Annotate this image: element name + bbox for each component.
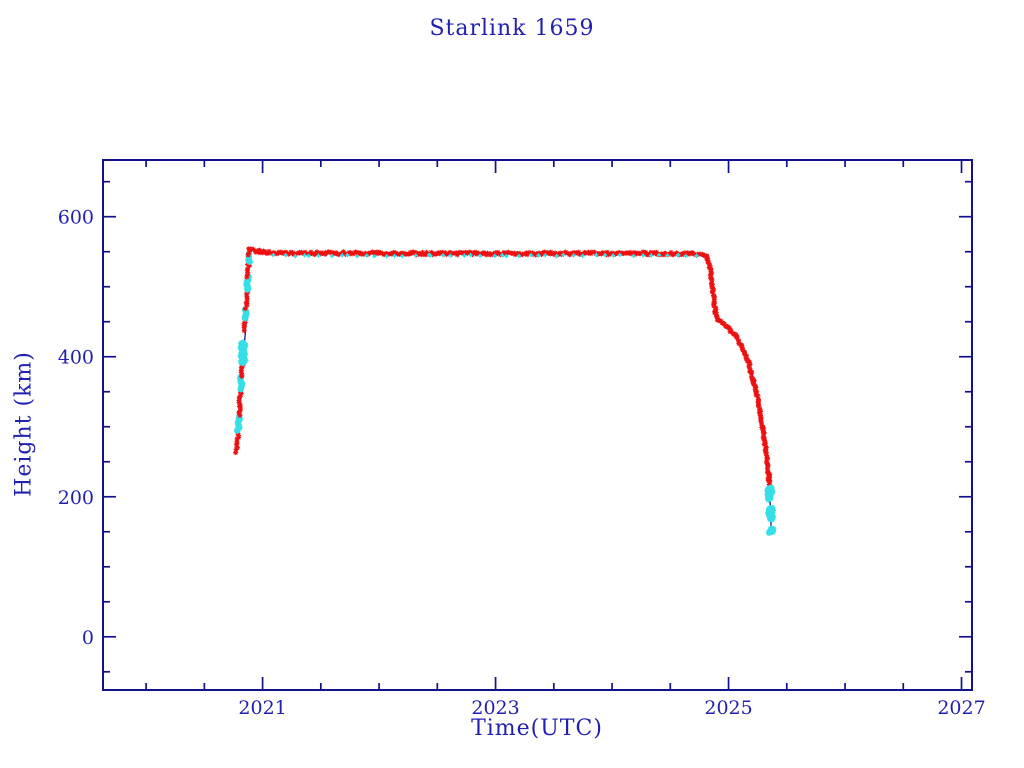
red-data-point — [755, 393, 761, 399]
x-tick-label-2023: 2023 — [471, 697, 519, 719]
y-tick-label-400: 400 — [58, 347, 94, 369]
chart-title: Starlink 1659 — [429, 16, 595, 41]
x-tick-label-2025: 2025 — [704, 697, 752, 719]
cyan-data-point — [768, 504, 776, 512]
red-data-point — [733, 334, 740, 341]
y-tick-label-0: 0 — [82, 627, 94, 649]
cyan-data-point — [769, 525, 777, 533]
cyan-data-point — [767, 484, 775, 492]
red-data-point — [762, 441, 769, 447]
red-data-point — [761, 430, 767, 437]
x-axis-label: Time(UTC) — [471, 716, 603, 741]
red-data-point — [765, 471, 772, 477]
red-data-point — [247, 247, 253, 253]
track-line — [236, 248, 772, 532]
x-tick-label-2027: 2027 — [937, 697, 985, 719]
x-tick-label-2021: 2021 — [238, 697, 286, 719]
y-tick-label-200: 200 — [58, 487, 94, 509]
y-tick-label-600: 600 — [58, 207, 94, 229]
cyan-data-point — [238, 340, 246, 348]
plot-border — [102, 159, 973, 691]
